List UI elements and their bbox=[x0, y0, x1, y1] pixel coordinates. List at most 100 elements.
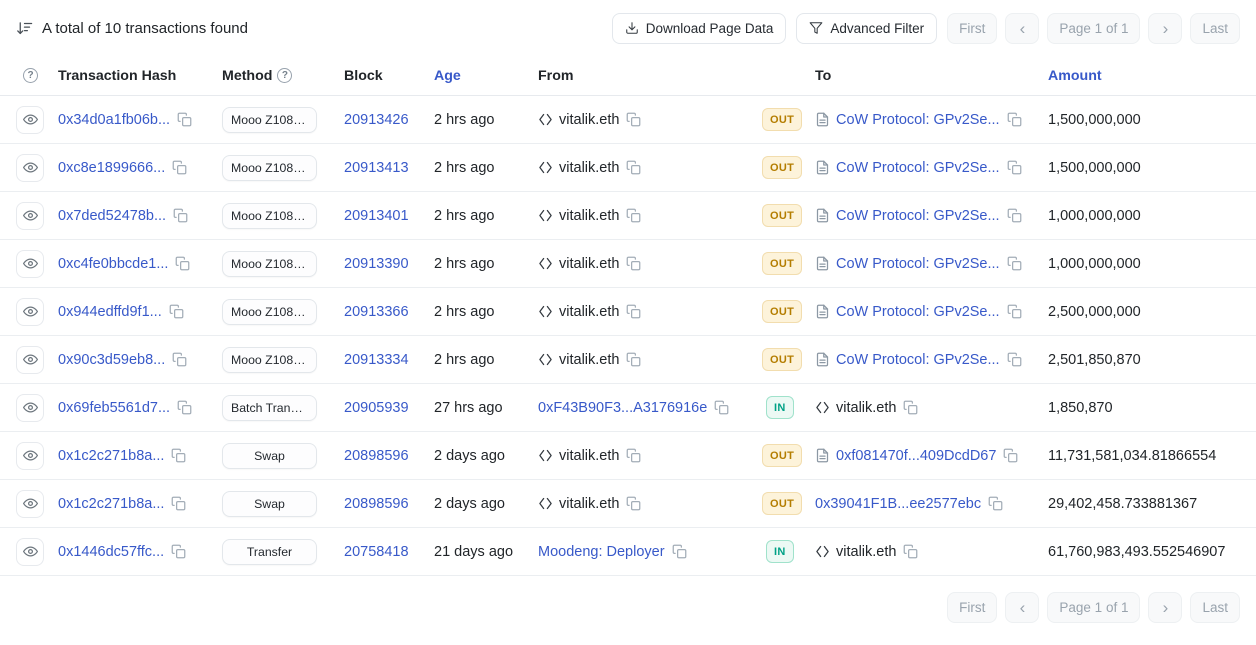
block-link[interactable]: 20905939 bbox=[344, 399, 409, 416]
from-address-link[interactable]: Moodeng: Deployer bbox=[538, 543, 665, 560]
method-badge[interactable]: Mooo Z10896... bbox=[222, 106, 317, 133]
copy-icon[interactable] bbox=[1007, 352, 1022, 367]
block-link[interactable]: 20758418 bbox=[344, 543, 409, 560]
preview-eye-button[interactable] bbox=[16, 537, 44, 566]
preview-eye-button[interactable] bbox=[16, 393, 44, 422]
method-badge[interactable]: Swap bbox=[222, 442, 317, 469]
copy-icon[interactable] bbox=[173, 208, 188, 223]
copy-icon[interactable] bbox=[177, 112, 192, 127]
download-page-data-button[interactable]: Download Page Data bbox=[611, 12, 787, 44]
block-link[interactable]: 20913366 bbox=[344, 303, 409, 320]
to-address-link[interactable]: CoW Protocol: GPv2Se... bbox=[836, 255, 1000, 272]
copy-icon[interactable] bbox=[626, 352, 641, 367]
first-page-button[interactable]: First bbox=[947, 592, 998, 623]
tx-hash-link[interactable]: 0x1446dc57ffc... bbox=[58, 543, 165, 560]
method-badge[interactable]: Mooo Z10896... bbox=[222, 250, 317, 277]
copy-icon[interactable] bbox=[172, 160, 187, 175]
block-link[interactable]: 20913413 bbox=[344, 159, 409, 176]
tx-hash-link[interactable]: 0xc4fe0bbcde1... bbox=[58, 255, 169, 272]
copy-icon[interactable] bbox=[1007, 256, 1022, 271]
tx-hash-link[interactable]: 0x69feb5561d7... bbox=[58, 399, 171, 416]
method-badge[interactable]: Mooo Z10896... bbox=[222, 298, 317, 325]
advanced-filter-button[interactable]: Advanced Filter bbox=[796, 12, 938, 44]
block-link[interactable]: 20913426 bbox=[344, 111, 409, 128]
copy-icon[interactable] bbox=[626, 208, 641, 223]
preview-eye-button[interactable] bbox=[16, 153, 44, 182]
method-help-icon[interactable]: ? bbox=[277, 68, 293, 83]
copy-icon[interactable] bbox=[714, 400, 729, 415]
copy-icon[interactable] bbox=[171, 448, 186, 463]
copy-icon[interactable] bbox=[1007, 160, 1022, 175]
to-address-link[interactable]: CoW Protocol: GPv2Se... bbox=[836, 207, 1000, 224]
copy-icon[interactable] bbox=[626, 160, 641, 175]
copy-icon[interactable] bbox=[626, 256, 641, 271]
to-address-link[interactable]: CoW Protocol: GPv2Se... bbox=[836, 303, 1000, 320]
header-age-toggle[interactable]: Age bbox=[434, 67, 461, 84]
from-address-link[interactable]: 0xF43B90F3...A3176916e bbox=[538, 399, 708, 416]
tx-hash-link[interactable]: 0x7ded52478b... bbox=[58, 207, 167, 224]
to-address-link[interactable]: 0xf081470f...409DcdD67 bbox=[836, 447, 997, 464]
toolbar-actions: Download Page Data Advanced Filter First… bbox=[611, 12, 1240, 44]
first-page-button[interactable]: First bbox=[947, 12, 998, 44]
copy-icon[interactable] bbox=[626, 304, 641, 319]
copy-icon[interactable] bbox=[171, 496, 186, 511]
next-page-button[interactable]: › bbox=[1148, 12, 1183, 44]
copy-icon[interactable] bbox=[672, 544, 687, 559]
block-link[interactable]: 20913390 bbox=[344, 255, 409, 272]
copy-icon[interactable] bbox=[626, 112, 641, 127]
block-link[interactable]: 20898596 bbox=[344, 495, 409, 512]
preview-eye-button[interactable] bbox=[16, 489, 44, 518]
to-address-link[interactable]: 0x39041F1B...ee2577ebc bbox=[815, 495, 982, 512]
method-badge[interactable]: Batch Transfer bbox=[222, 394, 317, 421]
copy-icon[interactable] bbox=[1003, 448, 1018, 463]
method-badge[interactable]: Swap bbox=[222, 490, 317, 517]
header-block: Block bbox=[344, 67, 383, 84]
block-link[interactable]: 20898596 bbox=[344, 447, 409, 464]
copy-icon[interactable] bbox=[177, 400, 192, 415]
age-cell: 21 days ago bbox=[434, 543, 514, 560]
copy-icon[interactable] bbox=[626, 448, 641, 463]
copy-icon[interactable] bbox=[1007, 208, 1022, 223]
tx-hash-link[interactable]: 0x90c3d59eb8... bbox=[58, 351, 166, 368]
copy-icon[interactable] bbox=[171, 544, 186, 559]
block-link[interactable]: 20913334 bbox=[344, 351, 409, 368]
preview-eye-button[interactable] bbox=[16, 441, 44, 470]
to-address-link[interactable]: CoW Protocol: GPv2Se... bbox=[836, 111, 1000, 128]
method-badge[interactable]: Mooo Z10896... bbox=[222, 202, 317, 229]
preview-eye-button[interactable] bbox=[16, 297, 44, 326]
to-address-link[interactable]: CoW Protocol: GPv2Se... bbox=[836, 159, 1000, 176]
next-page-button[interactable]: › bbox=[1148, 592, 1183, 623]
copy-icon[interactable] bbox=[1007, 112, 1022, 127]
block-link[interactable]: 20913401 bbox=[344, 207, 409, 224]
to-address-link[interactable]: CoW Protocol: GPv2Se... bbox=[836, 351, 1000, 368]
method-badge[interactable]: Mooo Z10896... bbox=[222, 346, 317, 373]
prev-page-button[interactable]: ‹ bbox=[1005, 12, 1040, 44]
preview-eye-button[interactable] bbox=[16, 249, 44, 278]
preview-eye-button[interactable] bbox=[16, 105, 44, 134]
table-row: 0x944edffd9f1... Mooo Z10896... 20913366… bbox=[0, 288, 1256, 336]
copy-icon[interactable] bbox=[988, 496, 1003, 511]
tx-hash-link[interactable]: 0x1c2c271b8a... bbox=[58, 447, 165, 464]
copy-icon[interactable] bbox=[903, 400, 918, 415]
copy-icon[interactable] bbox=[1007, 304, 1022, 319]
copy-icon[interactable] bbox=[903, 544, 918, 559]
amount-cell: 1,000,000,000 bbox=[1048, 207, 1141, 224]
copy-icon[interactable] bbox=[626, 496, 641, 511]
preview-eye-button[interactable] bbox=[16, 201, 44, 230]
prev-page-button[interactable]: ‹ bbox=[1005, 592, 1040, 623]
tx-hash-link[interactable]: 0xc8e1899666... bbox=[58, 159, 166, 176]
header-amount-toggle[interactable]: Amount bbox=[1048, 67, 1102, 84]
table-row: 0x7ded52478b... Mooo Z10896... 20913401 … bbox=[0, 192, 1256, 240]
copy-icon[interactable] bbox=[169, 304, 184, 319]
method-badge[interactable]: Mooo Z10896... bbox=[222, 154, 317, 181]
last-page-button[interactable]: Last bbox=[1190, 12, 1240, 44]
copy-icon[interactable] bbox=[175, 256, 190, 271]
tx-hash-link[interactable]: 0x1c2c271b8a... bbox=[58, 495, 165, 512]
preview-eye-button[interactable] bbox=[16, 345, 44, 374]
copy-icon[interactable] bbox=[172, 352, 187, 367]
method-badge[interactable]: Transfer bbox=[222, 538, 317, 565]
help-icon[interactable]: ? bbox=[23, 68, 38, 83]
last-page-button[interactable]: Last bbox=[1190, 592, 1240, 623]
tx-hash-link[interactable]: 0x944edffd9f1... bbox=[58, 303, 162, 320]
tx-hash-link[interactable]: 0x34d0a1fb06b... bbox=[58, 111, 171, 128]
